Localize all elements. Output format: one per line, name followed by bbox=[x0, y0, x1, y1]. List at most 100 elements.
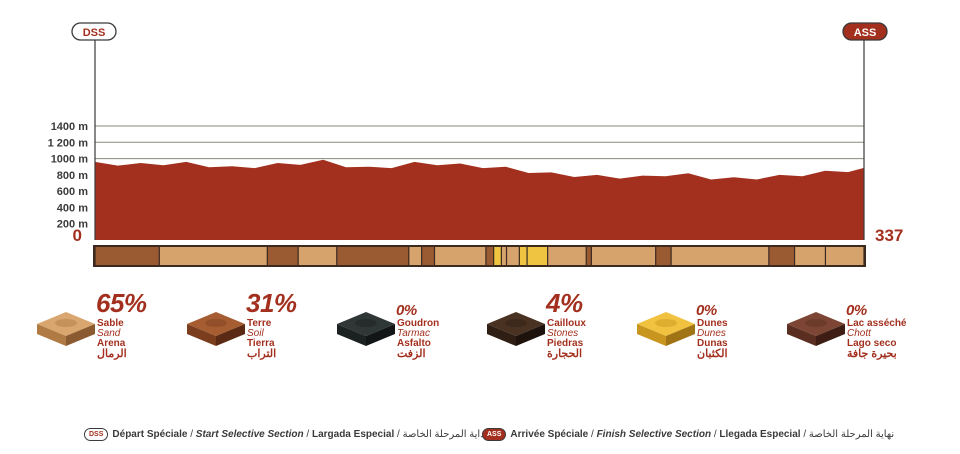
terrain-percent: 0% bbox=[696, 302, 717, 319]
surface-segment-soil bbox=[486, 247, 494, 265]
terrain-name-es: Tierra bbox=[247, 338, 275, 349]
terrain-item: 4% Cailloux Stones Piedras الحجارة bbox=[485, 288, 635, 368]
terrain-percent: 0% bbox=[846, 302, 867, 319]
legend-dss-fr: Départ Spéciale bbox=[112, 429, 188, 440]
surface-segment-dunes bbox=[527, 247, 548, 265]
terrain-tile-icon bbox=[187, 312, 245, 346]
y-tick-800: 800 m bbox=[57, 170, 88, 182]
legend: DSS Départ Spéciale / Start Selective Se… bbox=[0, 428, 960, 444]
ass-badge: ASS bbox=[842, 22, 888, 41]
legend-ass-en: Finish Selective Section bbox=[596, 429, 712, 440]
legend-ass-es: Llegada Especial bbox=[719, 429, 801, 440]
y-tick-600: 600 m bbox=[57, 186, 88, 198]
surface-segment-dunes bbox=[494, 247, 501, 265]
legend-dss-es: Largada Especial bbox=[311, 429, 395, 440]
terrain-name-fr: Cailloux bbox=[547, 318, 586, 329]
surface-segment-soil bbox=[337, 247, 409, 265]
terrain-item: 65% Sable Sand Arena الرمال bbox=[35, 288, 185, 368]
terrain-name-fr: Sable bbox=[97, 318, 124, 329]
terrain-names: Sable Sand Arena الرمال bbox=[97, 318, 127, 360]
terrain-name-fr: Goudron bbox=[397, 318, 440, 329]
surface-segment-soil bbox=[422, 247, 434, 265]
surface-strip bbox=[93, 245, 866, 267]
surface-segment-sand bbox=[501, 247, 506, 265]
surface-segment-soil bbox=[769, 247, 794, 265]
terrain-tile-icon bbox=[637, 312, 695, 346]
terrain-percent: 0% bbox=[396, 302, 417, 319]
surface-segment-sand bbox=[671, 247, 769, 265]
grid-lines bbox=[95, 125, 864, 160]
terrain-name-es: Lago seco bbox=[847, 338, 897, 349]
surface-segment-sand bbox=[548, 247, 586, 265]
legend-ass: ASS Arrivée Spéciale / Finish Selective … bbox=[482, 428, 894, 441]
surface-segment-sand bbox=[826, 247, 864, 265]
legend-dss-badge: DSS bbox=[84, 428, 109, 441]
terrain-percent: 4% bbox=[546, 288, 583, 318]
dss-badge: DSS bbox=[71, 22, 117, 41]
surface-segment-dunes bbox=[519, 247, 527, 265]
terrain-item: 0% Goudron Tarmac Asfalto الزفت bbox=[335, 288, 485, 368]
terrain-name-en: Chott bbox=[847, 328, 871, 339]
terrain-names: Lac asséché Chott Lago seco بحيرة جافة bbox=[847, 318, 907, 360]
legend-ass-ar: نهاية المرحلة الخاصة bbox=[808, 429, 895, 440]
terrain-tile-icon bbox=[487, 312, 545, 346]
terrain-name-es: Asfalto bbox=[397, 338, 431, 349]
terrain-names: Cailloux Stones Piedras الحجارة bbox=[547, 318, 586, 360]
terrain-name-ar: الرمال bbox=[97, 348, 127, 360]
terrain-name-fr: Lac asséché bbox=[847, 318, 907, 329]
terrain-name-en: Soil bbox=[247, 328, 264, 339]
y-tick-400: 400 m bbox=[57, 202, 88, 214]
surface-segment-sand bbox=[298, 247, 337, 265]
surface-segment-sand bbox=[507, 247, 519, 265]
terrain-tile-icon bbox=[37, 312, 95, 346]
legend-dss: DSS Départ Spéciale / Start Selective Se… bbox=[84, 428, 488, 441]
terrain-name-es: Piedras bbox=[547, 338, 584, 349]
terrain-names: Terre Soil Tierra التراب bbox=[247, 318, 277, 360]
terrain-item: 31% Terre Soil Tierra التراب bbox=[185, 288, 335, 368]
legend-ass-badge: ASS bbox=[482, 428, 507, 441]
surface-segment-sand bbox=[409, 247, 422, 265]
legend-ass-fr: Arrivée Spéciale bbox=[510, 429, 589, 440]
terrain-percent: 31% bbox=[246, 288, 297, 318]
surface-segment-soil bbox=[656, 247, 671, 265]
y-tick-1200: 1 200 m bbox=[48, 137, 89, 149]
x-end-label: 337 bbox=[875, 226, 903, 245]
legend-dss-ar: بداية المرحلة الخاصة bbox=[402, 429, 489, 440]
terrain-tile-icon bbox=[337, 312, 395, 346]
y-tick-1400: 1400 m bbox=[51, 121, 89, 133]
terrain-name-es: Dunas bbox=[697, 338, 728, 349]
terrain-item: 0% Dunes Dunes Dunas الكثبان bbox=[635, 288, 785, 368]
terrain-name-ar: الكثبان bbox=[697, 348, 728, 360]
terrain-name-en: Stones bbox=[547, 328, 579, 339]
surface-segment-sand bbox=[159, 247, 267, 265]
surface-segment-soil bbox=[267, 247, 298, 265]
surface-segment-sand bbox=[591, 247, 656, 265]
elevation-area bbox=[95, 159, 864, 240]
y-tick-200: 200 m bbox=[57, 219, 88, 231]
surface-segment-sand bbox=[795, 247, 825, 265]
terrain-name-ar: بحيرة جافة bbox=[847, 348, 897, 360]
terrain-item: 0% Lac asséché Chott Lago seco بحيرة جاف… bbox=[785, 288, 935, 368]
terrain-percent: 65% bbox=[96, 288, 147, 318]
surface-segment-sand bbox=[435, 247, 486, 265]
dss-badge-label: DSS bbox=[83, 27, 106, 39]
x-start-label: 0 bbox=[73, 226, 82, 245]
y-tick-1000: 1000 m bbox=[51, 154, 89, 166]
ass-badge-label: ASS bbox=[854, 27, 877, 39]
y-axis-ticks: 1400 m 1 200 m 1000 m 800 m 600 m 400 m 200 m bbox=[48, 121, 89, 231]
terrain-name-fr: Dunes bbox=[697, 318, 728, 329]
terrain-name-es: Arena bbox=[97, 338, 126, 349]
terrain-name-fr: Terre bbox=[247, 318, 272, 329]
terrain-tile-icon bbox=[787, 312, 845, 346]
terrain-name-ar: الحجارة bbox=[547, 348, 583, 360]
terrain-name-en: Dunes bbox=[697, 328, 726, 339]
legend-dss-en: Start Selective Section bbox=[195, 429, 304, 440]
terrain-name-ar: التراب bbox=[247, 348, 277, 360]
terrain-name-en: Tarmac bbox=[397, 328, 430, 339]
surface-segment-soil bbox=[95, 247, 159, 265]
terrain-names: Dunes Dunes Dunas الكثبان bbox=[697, 318, 728, 360]
surface-segment-soil bbox=[586, 247, 591, 265]
terrain-name-ar: الزفت bbox=[397, 348, 426, 360]
terrain-name-en: Sand bbox=[97, 328, 121, 339]
